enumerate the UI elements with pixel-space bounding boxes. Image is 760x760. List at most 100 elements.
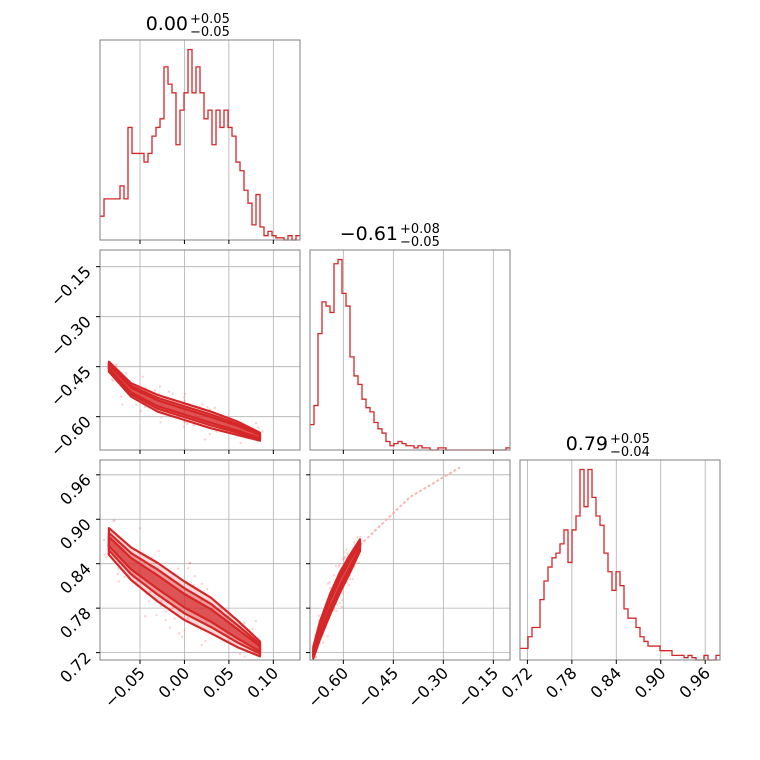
- joint-p0-p2-point: [200, 643, 204, 647]
- xtick-label-p1-1: −0.45: [354, 663, 402, 711]
- joint-p0-p2-point: [243, 621, 246, 625]
- joint-p1-p2-point: [351, 577, 354, 581]
- joint-p0-p1-point: [182, 396, 186, 399]
- joint-p0-p2-point: [147, 600, 151, 603]
- joint-p0-p1-grid: [100, 250, 300, 450]
- ytick-label-p2-0: 0.72: [56, 648, 95, 687]
- joint-p0-p1-contour-2: [107, 363, 262, 440]
- joint-p1-p2-point: [346, 552, 349, 555]
- joint-p1-p2-point: [348, 578, 351, 581]
- title-p0: 0.00: [146, 13, 188, 35]
- xtick-label-p0-2: 0.05: [199, 663, 238, 702]
- joint-p1-p2-point: [328, 581, 331, 584]
- joint-p0-p2-point: [164, 618, 168, 622]
- hist-p1-step: [310, 258, 510, 451]
- joint-p0-p2-point: [173, 617, 176, 620]
- joint-p0-p2-point: [138, 527, 142, 530]
- title-minus-p1: −0.05: [400, 235, 440, 250]
- joint-p0-p1-point: [186, 422, 189, 426]
- joint-p0-p2-point: [117, 572, 120, 576]
- joint-p1-p2-point: [357, 561, 360, 564]
- joint-p0-p1-point: [206, 406, 209, 409]
- joint-p0-p1-point: [257, 426, 260, 429]
- joint-p0-p1-point: [167, 390, 171, 393]
- joint-p0-p2-point: [188, 561, 191, 565]
- joint-p0-p1-point: [121, 403, 124, 406]
- joint-p0-p2-point: [135, 580, 138, 583]
- joint-p0-p2-point: [155, 613, 158, 617]
- joint-p0-p2-point: [254, 619, 258, 623]
- joint-p0-p1-point: [208, 432, 212, 436]
- joint-p0-p2-point: [168, 626, 172, 629]
- joint-p0-p1-point: [158, 385, 162, 388]
- joint-p0-p2-point: [251, 627, 254, 631]
- joint-p0-p2-point: [200, 582, 203, 586]
- joint-p0-p2-point: [105, 555, 108, 559]
- joint-p0-p2-point: [186, 617, 190, 620]
- joint-p0-p1-point: [143, 405, 147, 409]
- title-p2: 0.79: [566, 433, 608, 455]
- joint-p0-p1-point: [254, 421, 258, 425]
- joint-p0-p2-point: [165, 610, 168, 613]
- hist-p2-frame: [519, 459, 721, 661]
- joint-p0-p2-point: [159, 604, 162, 608]
- joint-p1-p2-point: [342, 551, 346, 554]
- joint-p0-p1-point: [115, 363, 118, 366]
- title-minus-p0: −0.05: [190, 25, 230, 40]
- joint-p0-p2-point: [148, 590, 152, 593]
- hist-p1-panel: [309, 249, 511, 454]
- joint-p0-p2-point: [183, 629, 186, 632]
- joint-p1-p2-point: [337, 565, 340, 568]
- joint-p1-p2-point: [340, 605, 344, 608]
- ytick-label-p1-3: −0.15: [47, 262, 95, 310]
- joint-p0-p1-point: [261, 430, 264, 433]
- xtick-label-p0-3: 0.10: [244, 663, 283, 702]
- joint-p1-p2-point: [341, 591, 344, 594]
- joint-p0-p2-point: [117, 567, 120, 570]
- joint-p0-p1-point: [119, 395, 123, 398]
- joint-p0-p1-point: [213, 406, 217, 410]
- xtick-label-p2-1: 0.78: [542, 663, 581, 702]
- joint-p0-p1-point: [135, 403, 138, 406]
- hist-p2-panel: 0.72 0.78 0.84 0.90 0.96: [498, 459, 721, 702]
- title-plus-p1: +0.08: [400, 222, 440, 237]
- ytick-label-p2-4: 0.96: [56, 470, 95, 509]
- joint-p0-p1-point: [110, 378, 114, 381]
- xtick-label-p2-2: 0.84: [586, 663, 625, 702]
- joint-p0-p2-point: [143, 615, 147, 618]
- joint-p0-p2-panel: −0.05 0.00 0.05 0.10 0.72 0.78 0.84 0.90 0.96: [56, 459, 301, 711]
- joint-p0-p1-point: [183, 392, 187, 396]
- xtick-label-p1-0: −0.60: [304, 663, 352, 711]
- joint-p0-p1-frame: [99, 249, 301, 451]
- joint-p0-p1-point: [111, 379, 115, 383]
- joint-p1-p2-point: [359, 535, 362, 538]
- joint-p1-p2-point: [338, 563, 341, 567]
- joint-p0-p1-point: [171, 392, 174, 395]
- joint-p0-p1-point: [208, 408, 211, 411]
- ytick-label-p2-3: 0.90: [56, 515, 95, 554]
- title-p1: −0.61: [340, 223, 398, 245]
- xtick-label-p2-3: 0.90: [631, 663, 670, 702]
- joint-p0-p1-point: [153, 389, 156, 392]
- joint-p0-p2-point: [102, 538, 106, 542]
- title-minus-p2: −0.04: [610, 445, 650, 460]
- joint-p0-p2-point: [157, 549, 160, 553]
- joint-p0-p2-frame: [99, 459, 301, 661]
- joint-p0-p2-point: [113, 518, 116, 522]
- joint-p1-p2-frame: [309, 459, 511, 661]
- joint-p1-p2-point: [352, 541, 356, 544]
- joint-p0-p2-point: [117, 580, 121, 583]
- joint-p0-p1-point: [201, 403, 204, 406]
- joint-p1-p2-point: [317, 614, 321, 617]
- joint-p0-p1-density: [107, 360, 264, 445]
- joint-p1-p2-contour-2: [312, 542, 362, 656]
- joint-p0-p1-contour-0: [107, 360, 262, 442]
- joint-p1-p2-tail: [359, 466, 461, 546]
- joint-p1-p2-point: [342, 556, 346, 560]
- joint-p0-p1-point: [160, 416, 163, 419]
- joint-p0-p2-point: [112, 520, 115, 523]
- joint-p1-p2-point: [328, 586, 332, 590]
- xtick-label-p0-0: −0.05: [101, 663, 149, 711]
- hist-p0-grid: [139, 40, 274, 240]
